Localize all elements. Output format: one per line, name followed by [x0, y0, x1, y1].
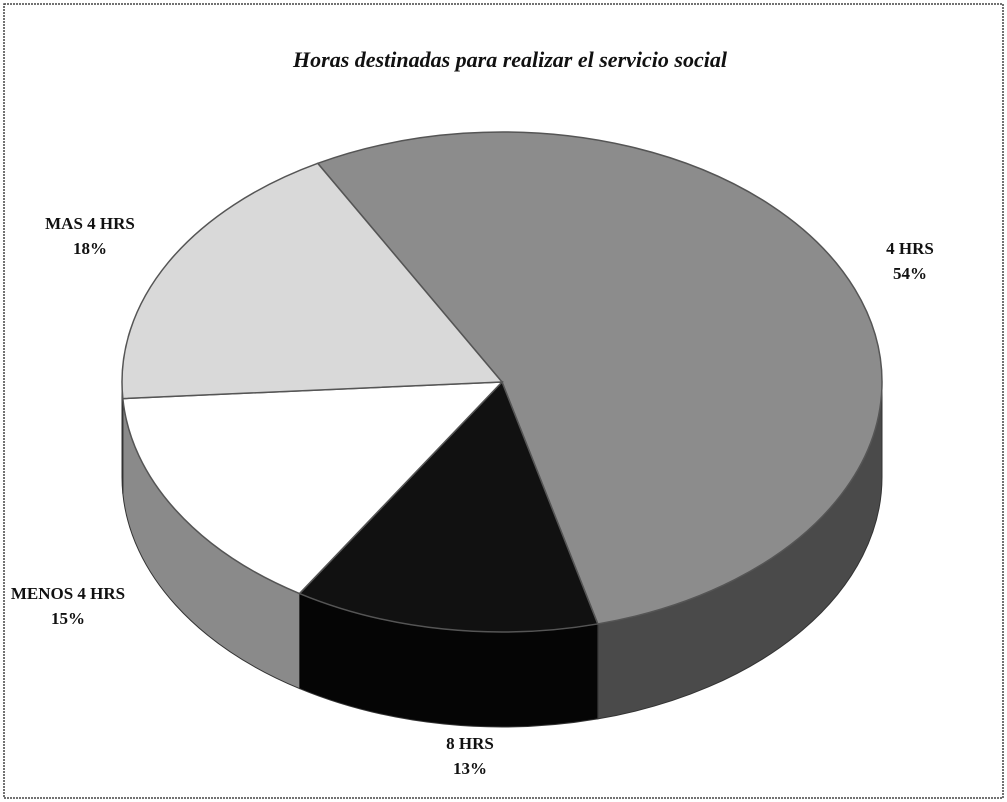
slice-label: MENOS 4 HRS	[11, 584, 125, 603]
slice-label: 8 HRS	[446, 734, 494, 753]
slice-label: 4 HRS	[886, 239, 934, 258]
slice-value-label: 15%	[51, 609, 85, 628]
slice-value-label: 54%	[893, 264, 927, 283]
slice-label: MAS 4 HRS	[45, 214, 135, 233]
chart-title: Horas destinadas para realizar el servic…	[292, 47, 728, 72]
pie-slice	[121, 162, 504, 400]
pie-slice	[122, 381, 504, 595]
slice-value-label: 13%	[453, 759, 487, 778]
pie-slice	[298, 380, 599, 633]
slice-value-label: 18%	[73, 239, 107, 258]
pie-slice	[316, 131, 883, 625]
pie	[121, 131, 883, 728]
